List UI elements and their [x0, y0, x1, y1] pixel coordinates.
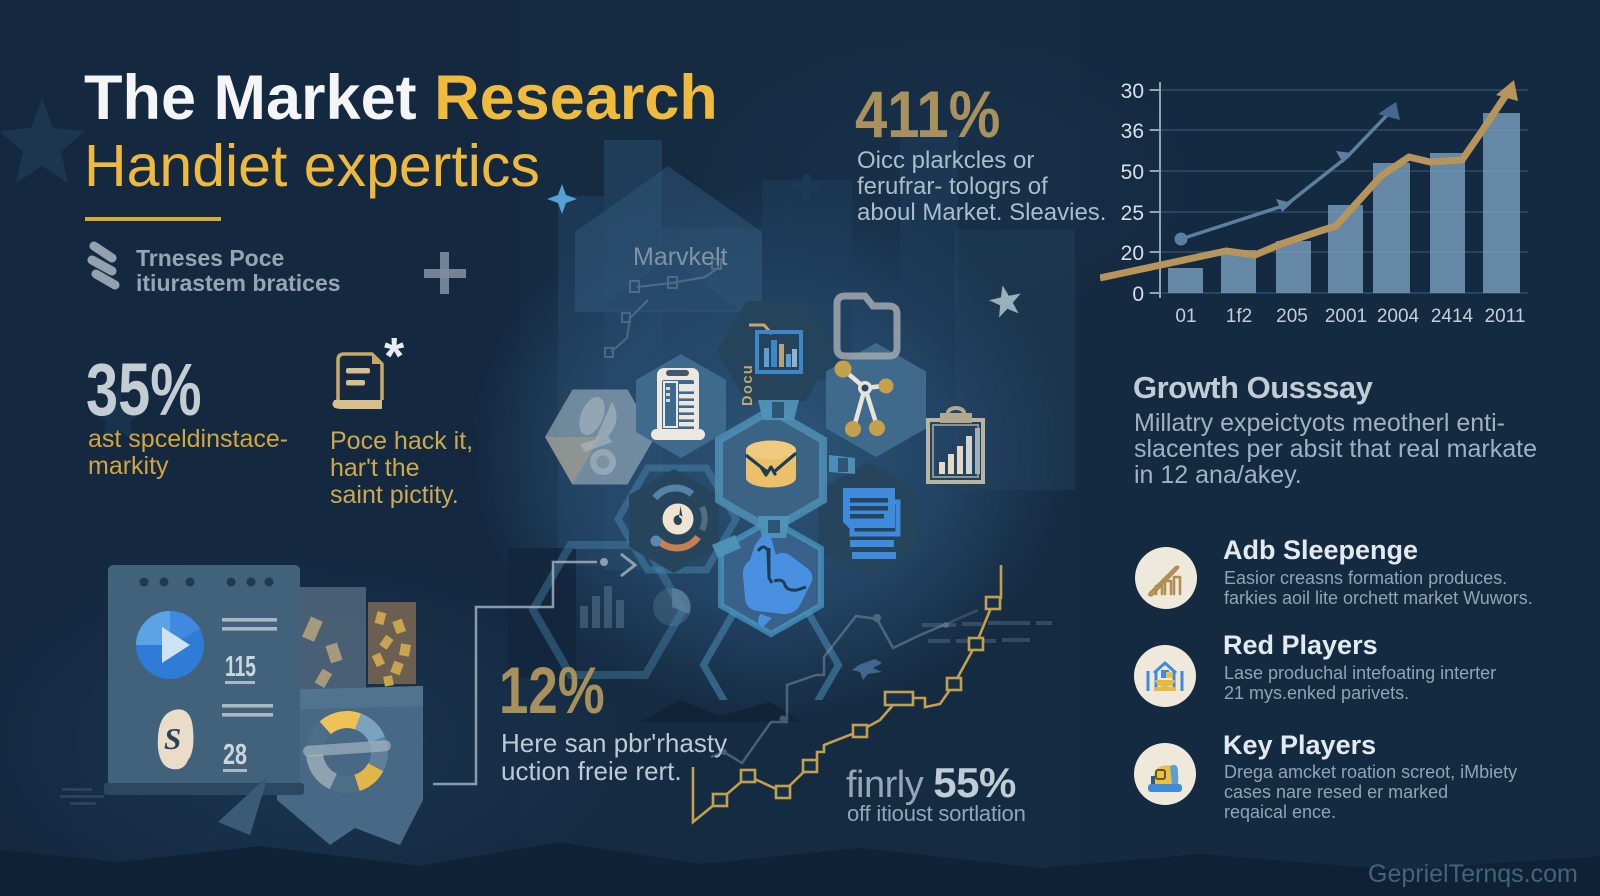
svg-text:115: 115 — [225, 651, 256, 683]
svg-text:2414: 2414 — [1431, 306, 1474, 327]
svg-text:205: 205 — [1276, 306, 1308, 327]
svg-text:0: 0 — [1132, 283, 1144, 306]
svg-text:2001: 2001 — [1325, 306, 1367, 327]
svg-text:2004: 2004 — [1377, 306, 1420, 327]
svg-text:50: 50 — [1121, 161, 1144, 184]
svg-text:20: 20 — [1121, 242, 1144, 265]
svg-text:Docu: Docu — [740, 364, 756, 406]
svg-text:25: 25 — [1121, 202, 1144, 225]
svg-text:28: 28 — [223, 739, 247, 771]
svg-text:Marvkelt: Marvkelt — [633, 243, 728, 271]
svg-text:2011: 2011 — [1485, 306, 1526, 327]
svg-text:36: 36 — [1121, 120, 1144, 143]
svg-text:*: * — [384, 336, 405, 386]
svg-text:01: 01 — [1175, 306, 1196, 327]
svg-text:30: 30 — [1121, 80, 1144, 103]
svg-text:S: S — [164, 721, 181, 756]
svg-text:1f2: 1f2 — [1226, 306, 1252, 327]
